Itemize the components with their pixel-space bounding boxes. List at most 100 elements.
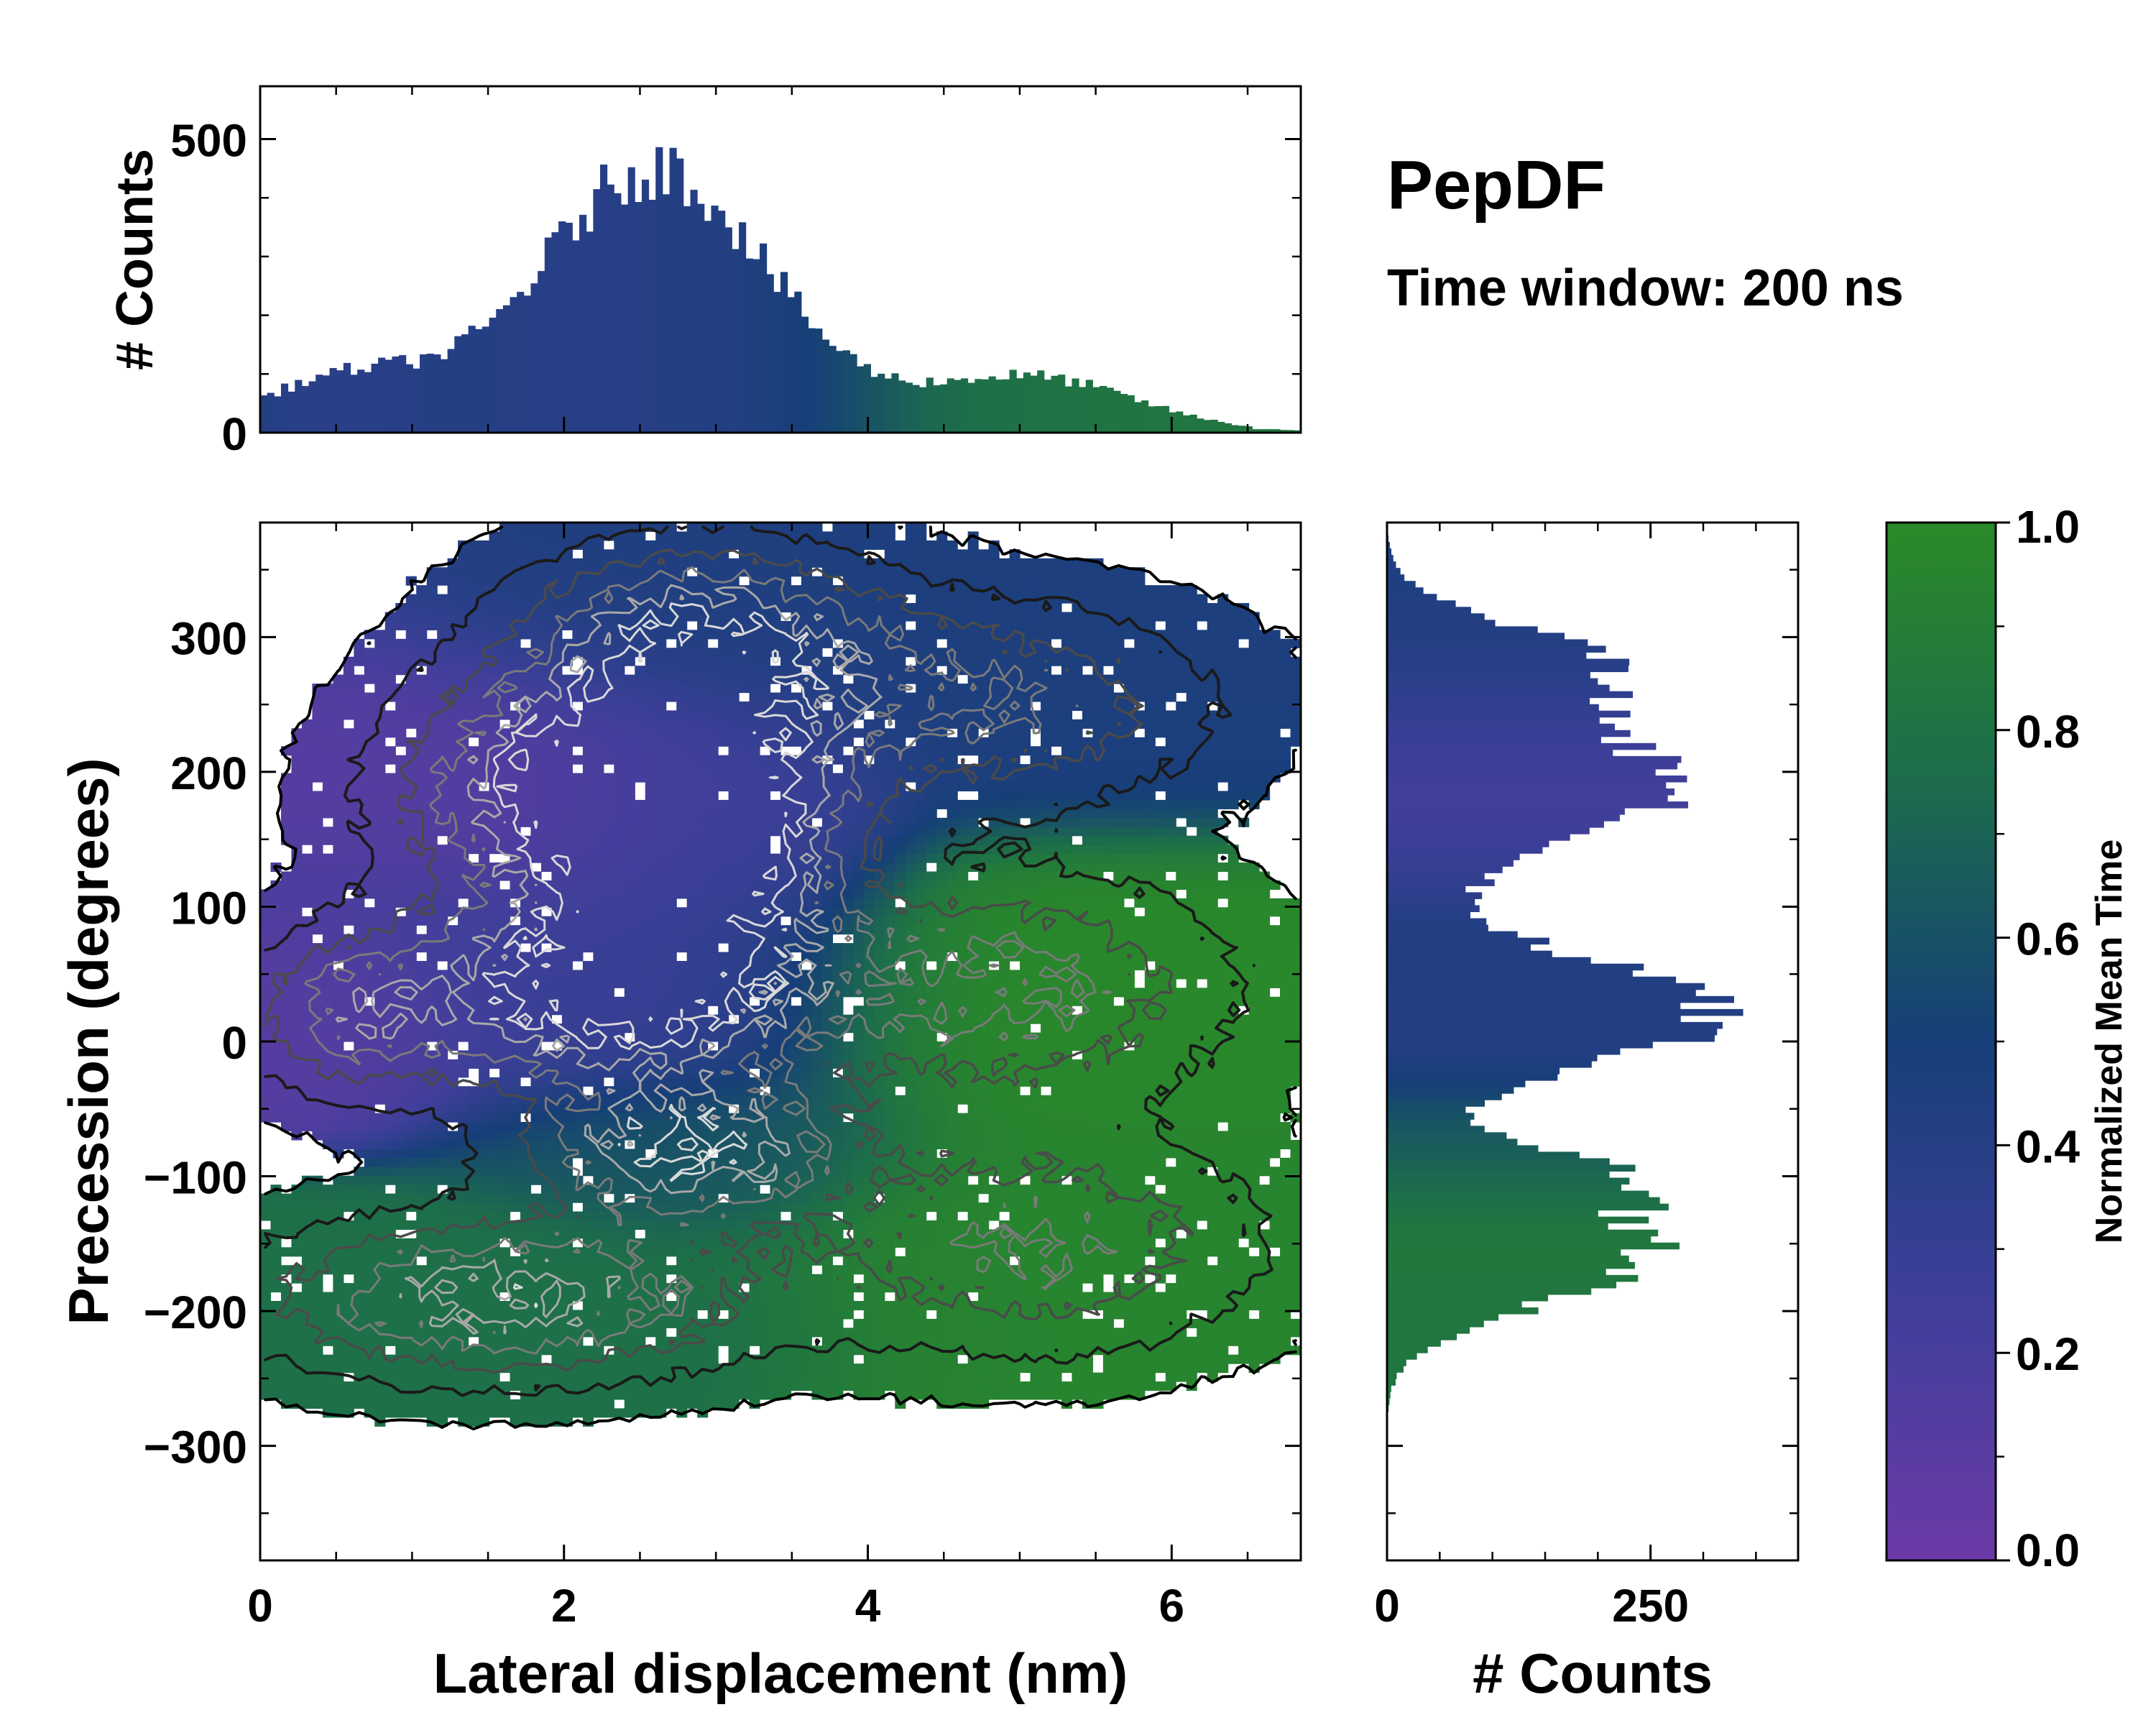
heatmap-cell (1061, 1131, 1073, 1141)
heatmap-cell (916, 1024, 927, 1034)
top-histogram-bar (572, 240, 580, 433)
heatmap-cell (1041, 1032, 1052, 1042)
heatmap-cell (1041, 1292, 1052, 1302)
heatmap-cell (1134, 1157, 1146, 1167)
heatmap-cell (603, 1408, 614, 1418)
heatmap-cell (426, 1238, 438, 1248)
heatmap-cell (1082, 1024, 1093, 1034)
heatmap-cell (821, 1363, 833, 1374)
heatmap-cell (946, 1104, 958, 1114)
heatmap-cell (1102, 1131, 1114, 1141)
heatmap-cell (1280, 1131, 1291, 1141)
heatmap-cell (874, 1086, 885, 1096)
heatmap-cell (593, 1006, 604, 1016)
heatmap-cell (520, 1292, 532, 1302)
heatmap-cell (1134, 1363, 1146, 1374)
heatmap-cell (988, 1372, 1000, 1382)
heatmap-cell (978, 1086, 990, 1096)
heatmap-cell (551, 1265, 563, 1275)
heatmap-cell (1269, 1086, 1281, 1096)
heatmap-cell (1197, 1318, 1208, 1328)
heatmap-cell (895, 1211, 906, 1221)
heatmap-cell (540, 1122, 553, 1132)
heatmap-cell (635, 1363, 646, 1374)
heatmap-cell (593, 1167, 604, 1177)
heatmap-cell (874, 952, 885, 962)
heatmap-cell (1207, 1086, 1218, 1096)
heatmap-cell (1248, 1238, 1260, 1248)
heatmap-cell (791, 1068, 802, 1078)
heatmap-cell (468, 1346, 479, 1356)
top-histogram-bar (301, 386, 310, 433)
heatmap-cell (530, 1247, 542, 1257)
heatmap-cell (946, 960, 958, 971)
heatmap-cell (1238, 1328, 1250, 1338)
heatmap-cell (1030, 1113, 1041, 1123)
heatmap-cell (1259, 1184, 1271, 1195)
heatmap-cell (426, 1256, 438, 1266)
heatmap-cell (821, 1220, 833, 1230)
heatmap-cell (1009, 1131, 1021, 1141)
heatmap-cell (1020, 1104, 1031, 1114)
heatmap-cell (926, 1256, 937, 1266)
heatmap-cell (301, 1292, 313, 1302)
heatmap-cell (760, 1050, 771, 1060)
heatmap-cell (946, 1318, 958, 1328)
heatmap-cell (884, 1372, 895, 1382)
heatmap-cell (676, 1346, 688, 1356)
heatmap-cell (540, 1318, 553, 1328)
heatmap-cell (384, 1131, 396, 1141)
heatmap-cell (479, 1149, 490, 1159)
heatmap-cell (489, 1310, 500, 1320)
heatmap-cell (811, 1193, 823, 1203)
heatmap-cell (479, 1167, 490, 1177)
heatmap-cell (437, 1095, 448, 1105)
heatmap-cell (988, 1390, 1000, 1400)
heatmap-cell (1134, 1372, 1146, 1382)
heatmap-cell (593, 1220, 604, 1230)
heatmap-cell (926, 1318, 937, 1328)
heatmap-cell (603, 1229, 614, 1239)
heatmap-cell (645, 1211, 656, 1221)
heatmap-cell (1238, 1131, 1250, 1141)
heatmap-cell (624, 1399, 635, 1409)
heatmap-cell (1186, 1095, 1197, 1105)
heatmap-cell (603, 1095, 614, 1105)
heatmap-cell (811, 1050, 823, 1060)
heatmap-cell (978, 1050, 990, 1060)
heatmap-cell (946, 1310, 958, 1320)
heatmap-cell (364, 1336, 375, 1346)
heatmap-cell (1092, 1059, 1104, 1069)
heatmap-cell (916, 1095, 927, 1105)
heatmap-cell (957, 1050, 969, 1060)
heatmap-cell (635, 1104, 646, 1114)
top-histogram-bar (1224, 423, 1232, 433)
heatmap-cell (458, 1399, 469, 1409)
heatmap-cell (686, 1229, 698, 1239)
heatmap-cell (1186, 1274, 1197, 1284)
heatmap-cell (739, 1211, 750, 1221)
heatmap-cell (301, 1354, 313, 1364)
heatmap-cell (510, 1381, 521, 1392)
heatmap-cell (665, 1095, 677, 1105)
heatmap-cell (1165, 1014, 1176, 1024)
heatmap-cell (437, 952, 448, 962)
heatmap-cell (1051, 1131, 1062, 1141)
heatmap-cell (957, 952, 969, 962)
heatmap-cell (322, 1032, 333, 1042)
heatmap-cell (1186, 1283, 1197, 1293)
heatmap-cell (926, 1301, 937, 1311)
heatmap-cell (1155, 1310, 1166, 1320)
heatmap-cell (280, 1220, 292, 1230)
heatmap-cell (333, 1220, 344, 1230)
heatmap-cell (468, 1104, 479, 1114)
heatmap-cell (354, 1256, 365, 1266)
heatmap-cell (1280, 1014, 1291, 1024)
heatmap-cell (655, 1167, 667, 1177)
top-histogram-bar (849, 354, 857, 433)
top-histogram-bar (724, 227, 732, 433)
heatmap-cell (447, 1346, 459, 1356)
heatmap-cell (603, 1220, 614, 1230)
heatmap-cell (1217, 1086, 1229, 1096)
heatmap-cell (967, 1328, 979, 1338)
